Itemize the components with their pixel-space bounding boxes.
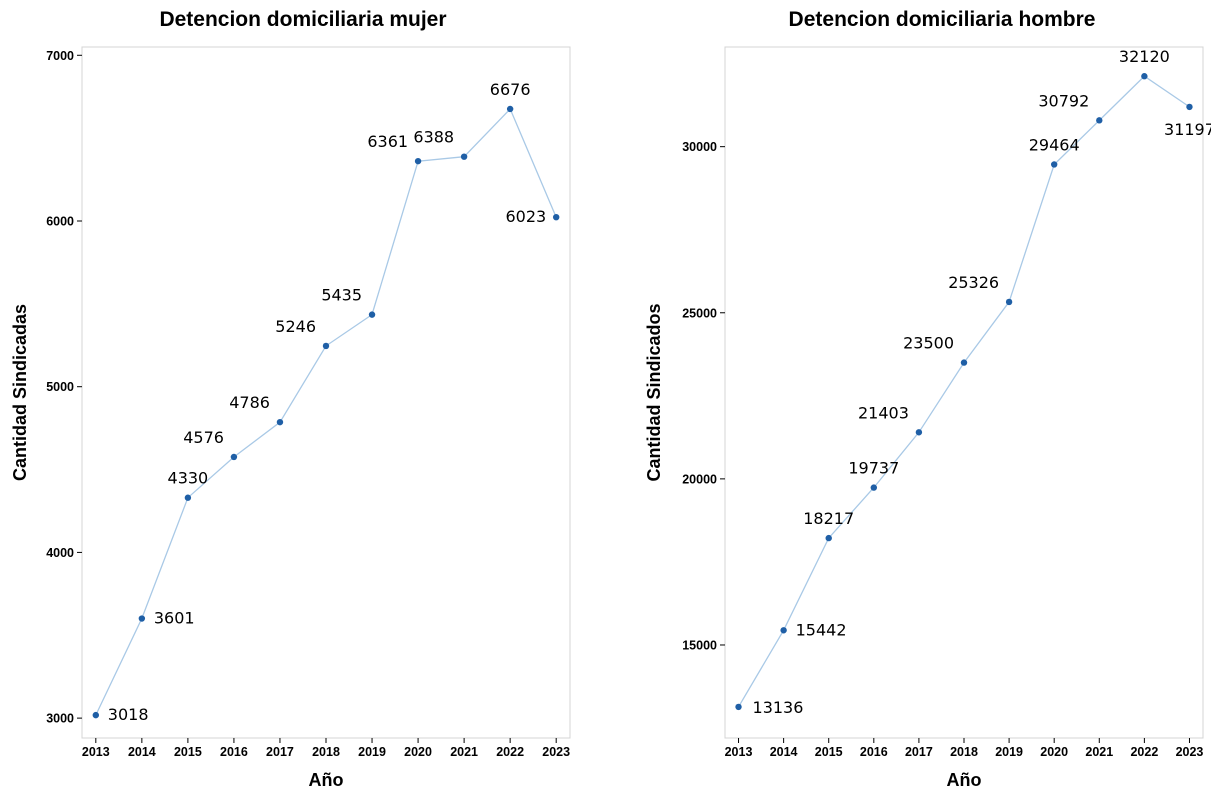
mujer-data-label: 5435 [321,286,362,305]
mujer-data-point [460,153,468,160]
mujer-x-tick-label: 2017 [266,745,294,759]
hombre-data-point [1050,161,1058,168]
mujer-y-tick-label: 3000 [46,712,74,726]
hombre-data-label: 30792 [1038,91,1089,110]
hombre-data-label: 31197 [1164,120,1211,139]
mujer-data-point [322,342,330,350]
mujer-data-point [184,494,192,501]
chart-hombre-svg: Detencion domiciliaria hombre Cantidad Si… [644,8,1211,790]
hombre-data-label: 13136 [753,698,804,717]
mujer-data-point [138,615,146,622]
mujer-data-label: 6676 [490,80,531,99]
hombre-data-label: 18217 [803,509,854,528]
mujer-x-tick-label: 2015 [174,745,202,759]
hombre-y-tick-label: 25000 [682,306,717,320]
hombre-x-axis-label: Año [947,770,982,790]
mujer-plot-frame [81,46,571,739]
mujer-data-label: 6361 [367,132,408,151]
mujer-x-tick-label: 2022 [496,745,524,759]
hombre-data-label: 29464 [1029,135,1080,154]
hombre-x-tick-label: 2021 [1085,745,1113,759]
mujer-data-point [92,711,100,719]
hombre-y-tick-label: 30000 [682,140,717,154]
hombre-x-tick-label: 2022 [1130,745,1158,759]
mujer-data-label: 6388 [413,128,454,147]
mujer-data-point [230,453,238,461]
mujer-data-label: 4330 [168,469,209,488]
hombre-x-tick-label: 2015 [815,745,843,759]
mujer-y-tick-label: 4000 [46,546,74,560]
mujer-y-tick-label: 7000 [46,49,74,63]
hombre-x-tick-label: 2019 [995,745,1023,759]
mujer-data-point [552,213,560,221]
mujer-data-label: 3018 [108,705,149,724]
mujer-data-point [276,418,284,426]
chart-mujer-svg: Detencion domiciliaria mujer Cantidad Sin… [10,8,571,790]
hombre-series-line [737,75,1190,708]
mujer-x-tick-label: 2016 [220,745,248,759]
hombre-y-axis-label: Cantidad Sindicados [644,303,664,481]
mujer-data-point [506,105,514,113]
mujer-x-tick-label: 2020 [404,745,432,759]
hombre-data-point [780,627,787,634]
hombre-x-tick-label: 2020 [1040,745,1068,759]
hombre-x-tick-label: 2016 [860,745,888,759]
hombre-data-label: 15442 [796,620,847,639]
hombre-data-point [735,703,742,711]
mujer-data-label: 3601 [154,609,195,628]
mujer-data-label: 5246 [275,317,316,336]
hombre-data-point [870,484,878,491]
hombre-data-point [1186,103,1193,111]
hombre-data-label: 23500 [903,334,954,353]
hombre-chart-title: Detencion domiciliaria hombre [789,8,1096,31]
hombre-y-tick-label: 20000 [682,472,717,486]
mujer-data-point [414,157,422,165]
mujer-y-axis-label: Cantidad Sindicadas [10,304,30,481]
hombre-x-tick-label: 2018 [950,745,978,759]
mujer-x-axis-label: Año [309,770,344,790]
mujer-y-tick-label: 6000 [46,214,74,228]
hombre-data-point [1141,73,1148,80]
mujer-chart-title: Detencion domiciliaria mujer [159,8,446,31]
hombre-y-tick-label: 15000 [682,638,717,652]
hombre-data-point [1096,117,1103,124]
mujer-x-tick-label: 2019 [358,745,386,759]
hombre-x-tick-label: 2023 [1176,745,1204,759]
hombre-data-label: 25326 [948,273,999,292]
mujer-data-label: 4576 [183,428,224,447]
mujer-data-point [368,311,376,318]
mujer-data-label: 6023 [505,207,546,226]
hombre-x-tick-label: 2013 [725,745,753,759]
hombre-data-point [1005,298,1013,306]
mujer-x-tick-label: 2014 [128,745,156,759]
hombre-x-tick-label: 2017 [905,745,933,759]
chart-mujer: Detencion domiciliaria mujer Cantidad Sin… [0,0,605,793]
hombre-data-point [960,359,968,366]
hombre-data-label: 21403 [858,403,909,422]
mujer-x-tick-label: 2023 [542,745,570,759]
mujer-x-tick-label: 2013 [82,745,110,759]
mujer-data-label: 4786 [229,393,270,412]
mujer-y-tick-label: 5000 [46,380,74,394]
hombre-data-label: 32120 [1119,47,1170,66]
chart-hombre: Detencion domiciliaria hombre Cantidad Si… [605,0,1211,793]
hombre-data-label: 19737 [848,459,899,478]
hombre-data-point [915,429,923,436]
mujer-x-tick-label: 2021 [450,745,478,759]
mujer-x-tick-label: 2018 [312,745,340,759]
hombre-x-tick-label: 2014 [770,745,798,759]
hombre-data-point [825,534,832,542]
